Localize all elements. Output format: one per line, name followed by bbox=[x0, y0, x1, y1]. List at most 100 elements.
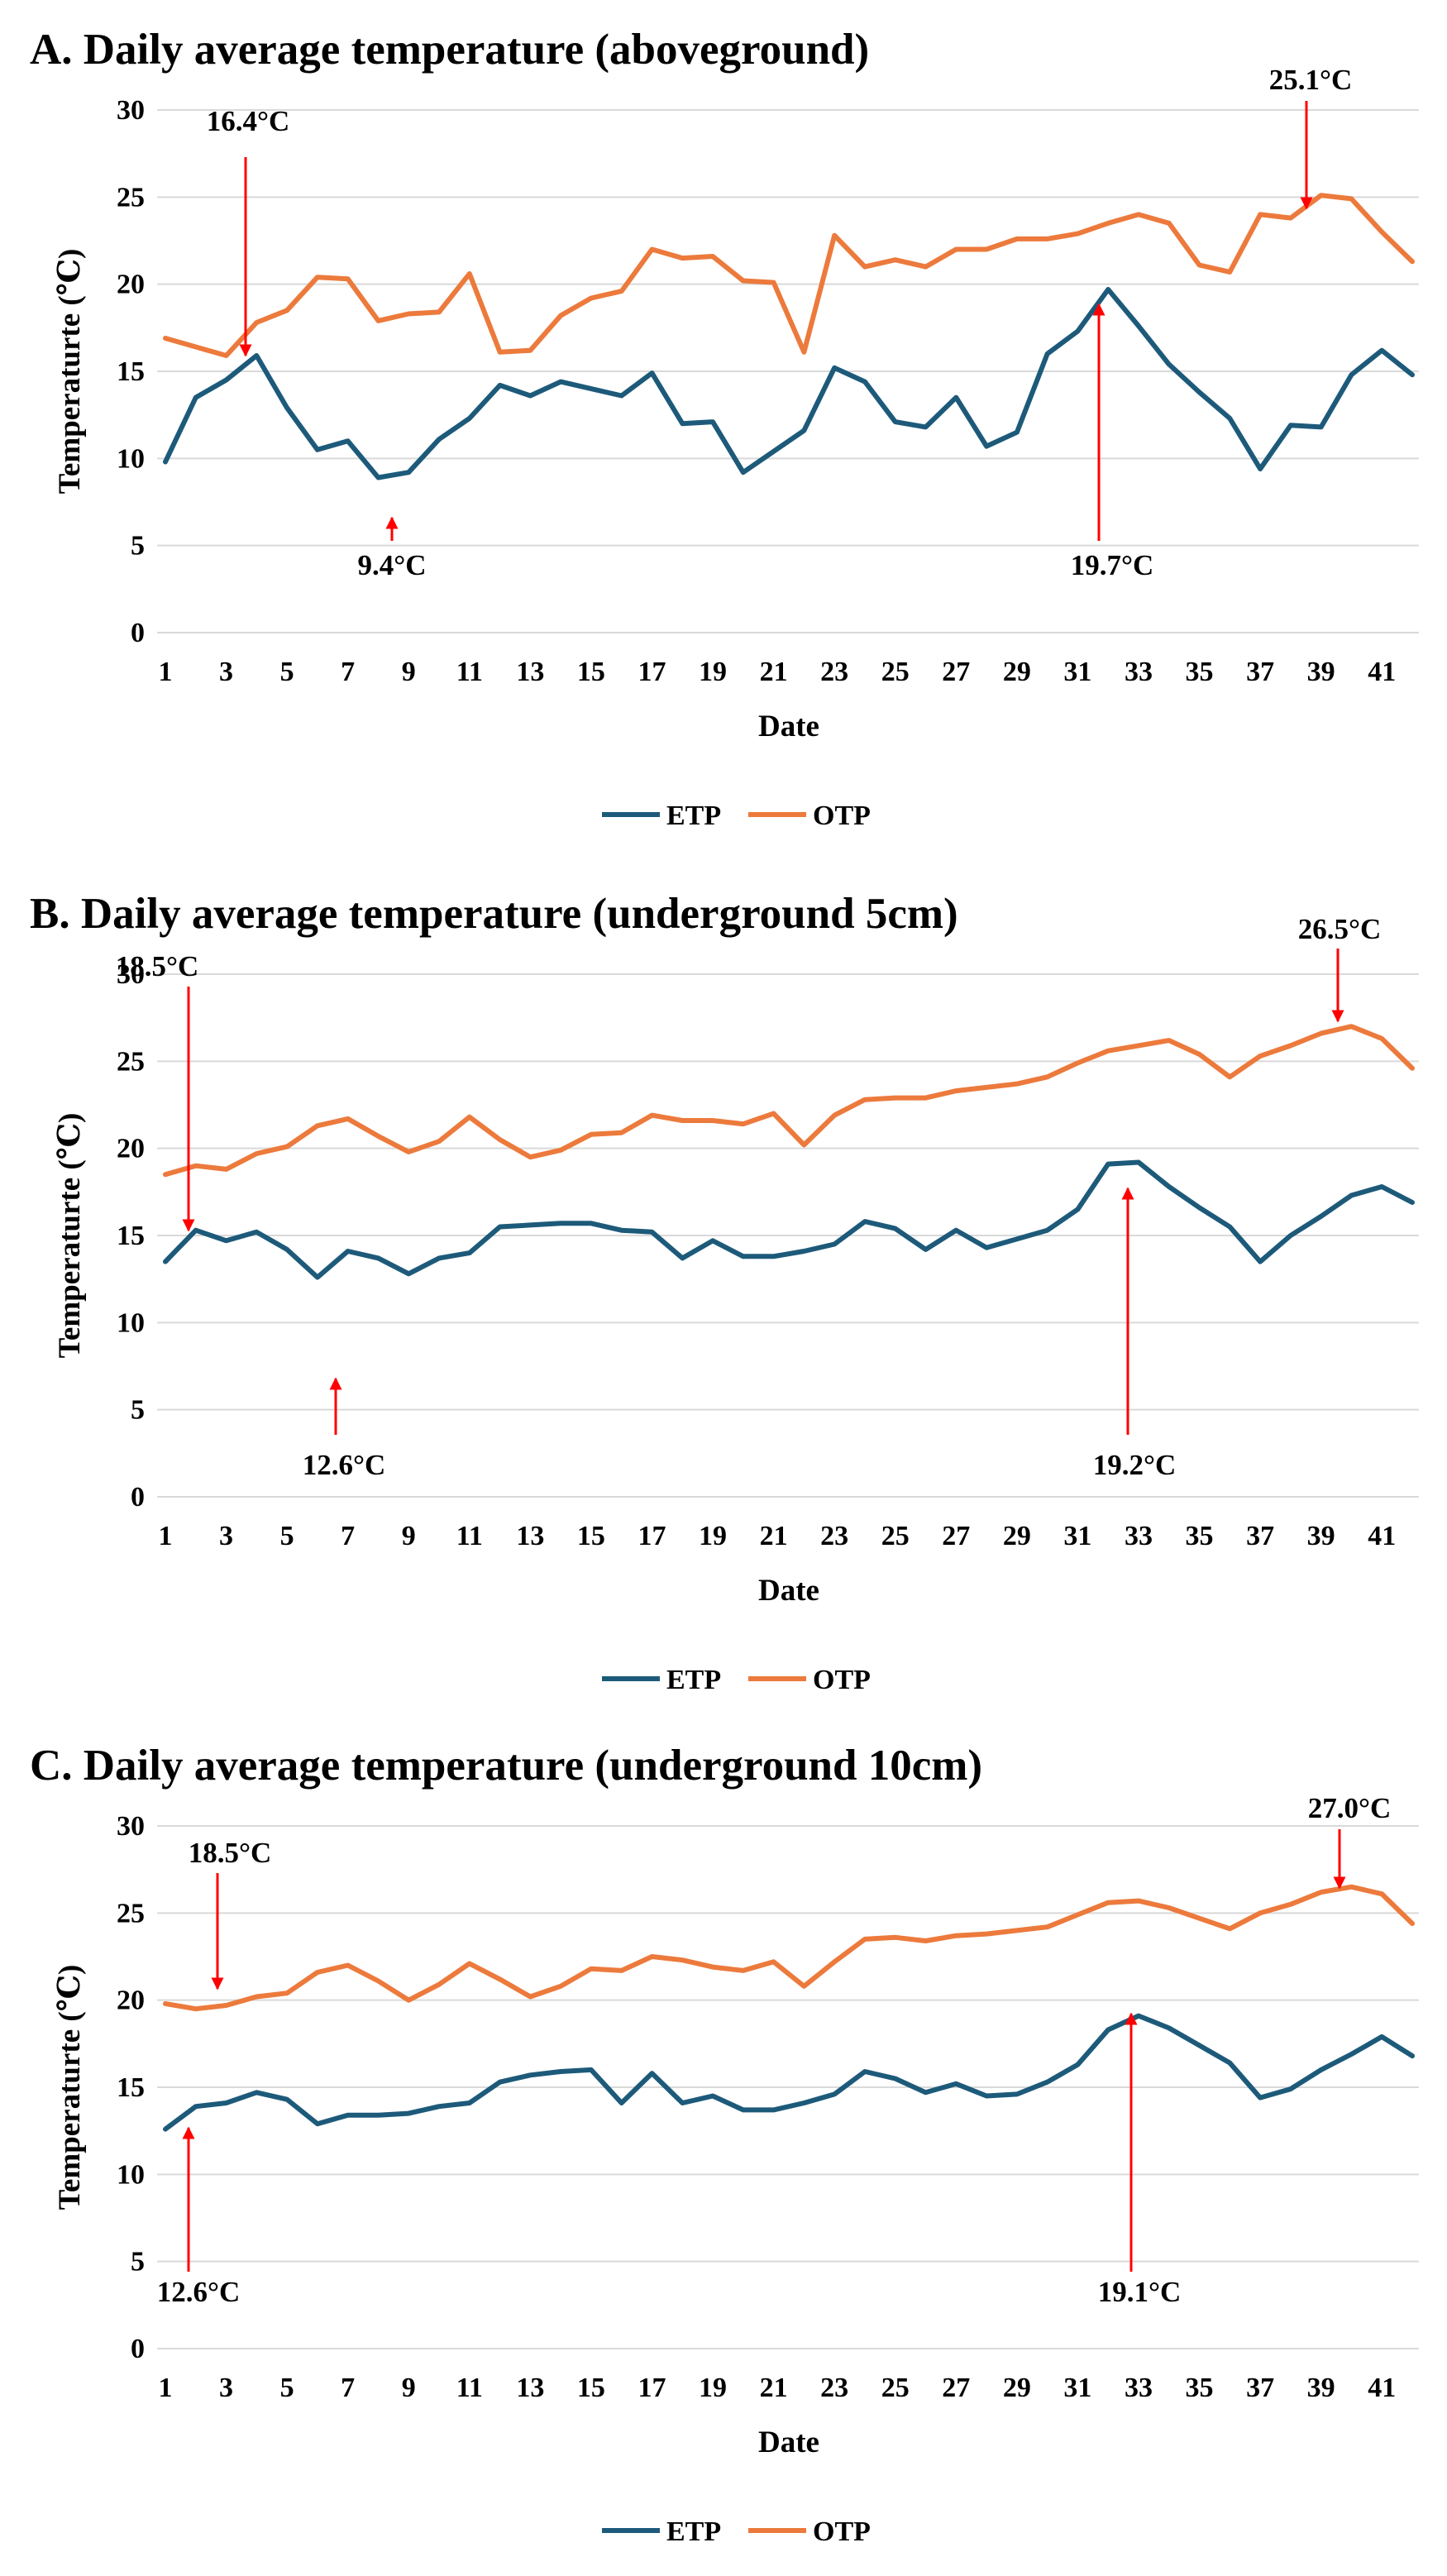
x-tick-label: 11 bbox=[456, 1521, 483, 1551]
chart-title: B. Daily average temperature (undergroun… bbox=[30, 890, 958, 938]
y-tick-label: 5 bbox=[131, 1395, 145, 1426]
x-tick-label: 5 bbox=[280, 2373, 294, 2403]
x-tick-label: 3 bbox=[219, 657, 233, 687]
x-tick-label: 29 bbox=[1003, 657, 1031, 687]
annotation-label: 9.4°C bbox=[357, 549, 426, 581]
x-tick-label: 29 bbox=[1003, 1521, 1031, 1551]
x-tick-label: 13 bbox=[516, 2373, 544, 2403]
y-axis-title: Temperaturte (℃) bbox=[53, 1113, 87, 1359]
x-tick-label: 19 bbox=[699, 2373, 727, 2403]
x-tick-label: 17 bbox=[638, 2373, 666, 2403]
x-tick-label: 33 bbox=[1125, 657, 1153, 687]
x-tick-label: 41 bbox=[1368, 2373, 1396, 2403]
legend-label-etp: ETP bbox=[666, 1665, 721, 1695]
annotation-label: 19.1°C bbox=[1098, 2276, 1182, 2308]
x-tick-label: 9 bbox=[402, 657, 416, 687]
x-tick-label: 15 bbox=[577, 657, 605, 687]
legend-label-otp: OTP bbox=[813, 2516, 871, 2547]
annotation-label: 12.6°C bbox=[157, 2276, 241, 2308]
legend-label-otp: OTP bbox=[813, 801, 871, 831]
x-tick-label: 37 bbox=[1246, 1521, 1274, 1551]
y-tick-label: 5 bbox=[131, 2247, 145, 2277]
x-tick-label: 1 bbox=[159, 657, 173, 687]
x-tick-label: 29 bbox=[1003, 2373, 1031, 2403]
y-tick-label: 10 bbox=[117, 1307, 145, 1338]
legend-label-etp: ETP bbox=[666, 801, 721, 831]
annotation-label: 18.5°C bbox=[189, 1837, 272, 1869]
x-tick-label: 37 bbox=[1246, 657, 1274, 687]
y-tick-label: 5 bbox=[131, 531, 145, 562]
y-tick-label: 15 bbox=[117, 2072, 145, 2103]
chart-title: A. Daily average temperature (abovegroun… bbox=[30, 26, 870, 74]
legend-label-etp: ETP bbox=[666, 2516, 721, 2547]
series-line-etp bbox=[163, 1159, 1415, 1280]
x-tick-label: 25 bbox=[881, 1521, 910, 1551]
series-line-otp bbox=[163, 193, 1415, 358]
x-tick-label: 25 bbox=[881, 2373, 910, 2403]
x-tick-label: 33 bbox=[1125, 2373, 1153, 2403]
x-tick-label: 27 bbox=[942, 2373, 970, 2403]
x-axis-title: Date bbox=[758, 2425, 819, 2459]
annotation-label: 18.5°C bbox=[116, 950, 199, 982]
x-tick-label: 27 bbox=[942, 657, 970, 687]
x-tick-label: 11 bbox=[456, 657, 483, 687]
x-tick-label: 41 bbox=[1368, 657, 1396, 687]
y-axis-title: Temperaturte (℃) bbox=[53, 1965, 87, 2210]
legend-label-otp: OTP bbox=[813, 1665, 871, 1695]
x-tick-label: 35 bbox=[1186, 657, 1214, 687]
x-tick-label: 17 bbox=[638, 657, 666, 687]
x-tick-label: 5 bbox=[280, 1521, 294, 1551]
annotation-label: 19.2°C bbox=[1093, 1449, 1177, 1481]
y-tick-label: 0 bbox=[131, 618, 145, 648]
x-tick-label: 39 bbox=[1307, 657, 1335, 687]
x-tick-label: 17 bbox=[638, 1521, 666, 1551]
chart-title: C. Daily average temperature (undergroun… bbox=[30, 1742, 983, 1790]
x-tick-label: 21 bbox=[760, 1521, 788, 1551]
x-tick-label: 31 bbox=[1063, 1521, 1091, 1551]
x-tick-label: 41 bbox=[1368, 1521, 1396, 1551]
chart-panel-c: C. Daily average temperature (undergroun… bbox=[0, 1741, 1447, 2576]
y-tick-label: 20 bbox=[117, 1134, 145, 1164]
annotation-label: 25.1°C bbox=[1269, 64, 1353, 96]
y-tick-label: 20 bbox=[117, 270, 145, 300]
series-line-otp bbox=[163, 1024, 1415, 1178]
y-tick-label: 25 bbox=[117, 182, 145, 213]
series-line-etp bbox=[163, 287, 1415, 480]
y-tick-label: 0 bbox=[131, 2334, 145, 2364]
annotation-label: 27.0°C bbox=[1308, 1792, 1392, 1824]
series-line-etp bbox=[163, 2013, 1415, 2132]
x-tick-label: 5 bbox=[280, 657, 294, 687]
x-tick-label: 7 bbox=[341, 2373, 355, 2403]
x-tick-label: 3 bbox=[219, 2373, 233, 2403]
x-tick-label: 33 bbox=[1125, 1521, 1153, 1551]
annotation-label: 12.6°C bbox=[303, 1449, 386, 1481]
x-tick-label: 19 bbox=[699, 1521, 727, 1551]
annotation-label: 26.5°C bbox=[1298, 913, 1382, 945]
y-tick-label: 15 bbox=[117, 1221, 145, 1251]
x-tick-label: 15 bbox=[577, 1521, 605, 1551]
y-tick-label: 30 bbox=[117, 959, 145, 990]
y-tick-label: 10 bbox=[117, 2159, 145, 2190]
x-tick-label: 7 bbox=[341, 1521, 355, 1551]
annotation-label: 16.4°C bbox=[207, 105, 290, 137]
y-tick-label: 30 bbox=[117, 1811, 145, 1842]
series-line-otp bbox=[163, 1884, 1415, 2012]
y-axis-title: Temperaturte (℃) bbox=[53, 249, 87, 495]
x-tick-label: 23 bbox=[820, 1521, 848, 1551]
x-tick-label: 7 bbox=[341, 657, 355, 687]
y-tick-label: 10 bbox=[117, 443, 145, 474]
x-tick-label: 35 bbox=[1186, 1521, 1214, 1551]
x-tick-label: 3 bbox=[219, 1521, 233, 1551]
x-tick-label: 1 bbox=[159, 1521, 173, 1551]
y-tick-label: 25 bbox=[117, 1046, 145, 1077]
x-axis-title: Date bbox=[758, 1574, 819, 1608]
chart-panel-a: A. Daily average temperature (abovegroun… bbox=[0, 25, 1447, 860]
x-tick-label: 23 bbox=[820, 2373, 848, 2403]
y-tick-label: 30 bbox=[117, 95, 145, 126]
x-tick-label: 21 bbox=[760, 657, 788, 687]
y-tick-label: 0 bbox=[131, 1482, 145, 1513]
x-axis-title: Date bbox=[758, 710, 819, 743]
